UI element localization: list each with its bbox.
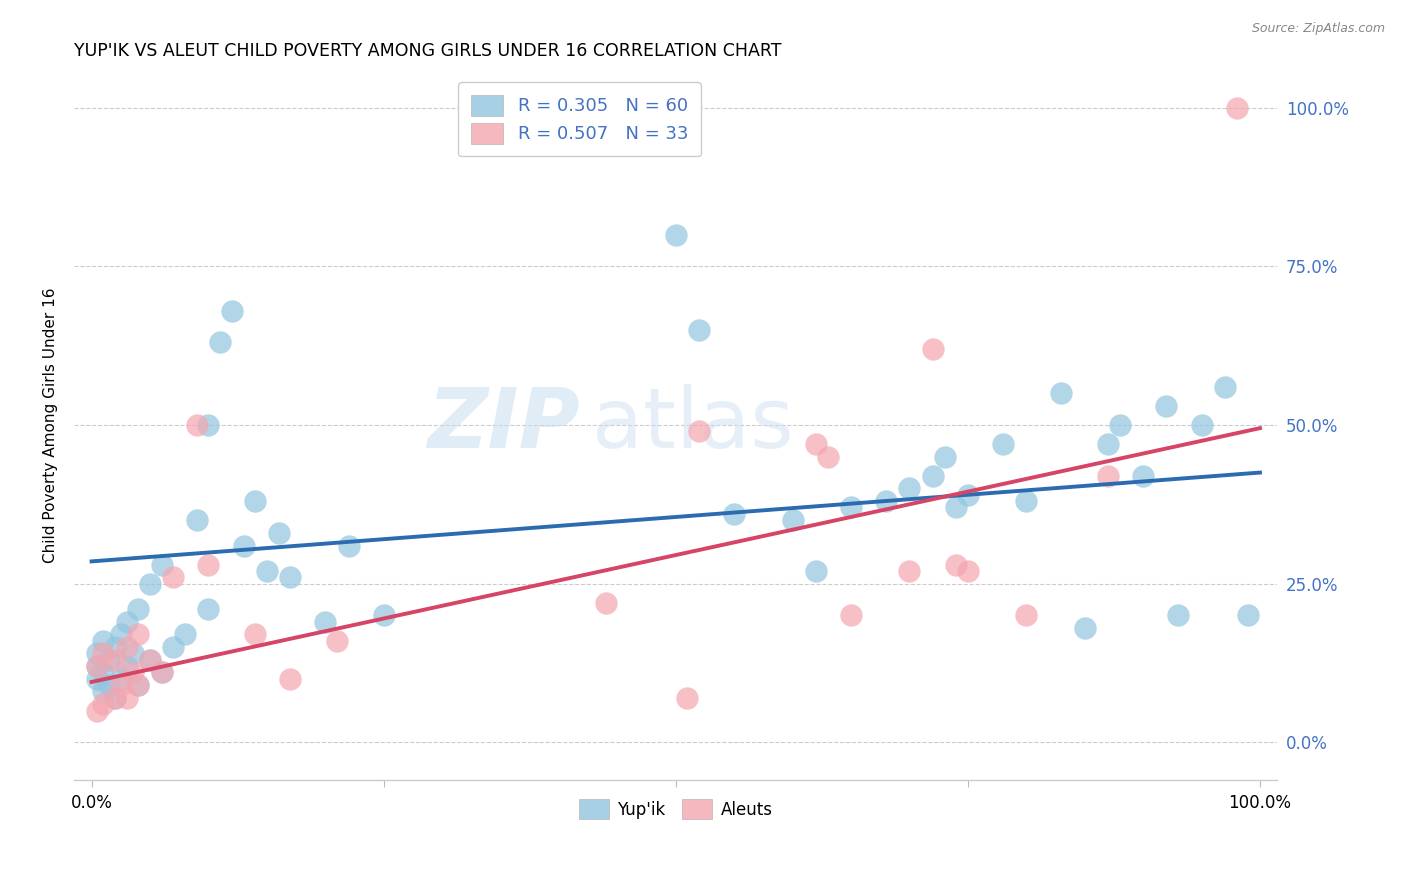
Point	[326, 633, 349, 648]
Point	[98, 653, 121, 667]
Text: YUP'IK VS ALEUT CHILD POVERTY AMONG GIRLS UNDER 16 CORRELATION CHART: YUP'IK VS ALEUT CHILD POVERTY AMONG GIRL…	[75, 42, 782, 60]
Point	[1097, 437, 1119, 451]
Point	[337, 539, 360, 553]
Point	[991, 437, 1014, 451]
Point	[91, 684, 114, 698]
Point	[110, 627, 132, 641]
Text: ZIP: ZIP	[427, 384, 579, 466]
Point	[956, 488, 979, 502]
Point	[197, 558, 219, 572]
Point	[1156, 399, 1178, 413]
Point	[127, 627, 149, 641]
Point	[115, 615, 138, 629]
Point	[110, 678, 132, 692]
Point	[1132, 468, 1154, 483]
Point	[921, 468, 943, 483]
Point	[1015, 608, 1038, 623]
Point	[150, 558, 173, 572]
Point	[804, 564, 827, 578]
Point	[1191, 417, 1213, 432]
Point	[373, 608, 395, 623]
Point	[232, 539, 254, 553]
Point	[688, 323, 710, 337]
Point	[817, 450, 839, 464]
Point	[104, 640, 127, 654]
Point	[1097, 468, 1119, 483]
Point	[921, 342, 943, 356]
Point	[782, 513, 804, 527]
Point	[139, 576, 162, 591]
Point	[688, 425, 710, 439]
Point	[98, 678, 121, 692]
Point	[243, 494, 266, 508]
Point	[127, 602, 149, 616]
Point	[839, 608, 862, 623]
Y-axis label: Child Poverty Among Girls Under 16: Child Poverty Among Girls Under 16	[44, 287, 58, 563]
Point	[115, 690, 138, 705]
Point	[104, 690, 127, 705]
Point	[945, 500, 967, 515]
Point	[267, 525, 290, 540]
Point	[314, 615, 336, 629]
Point	[1050, 386, 1073, 401]
Point	[1213, 380, 1236, 394]
Point	[197, 602, 219, 616]
Point	[723, 507, 745, 521]
Point	[898, 564, 921, 578]
Point	[91, 665, 114, 680]
Point	[197, 417, 219, 432]
Point	[209, 335, 232, 350]
Point	[86, 672, 108, 686]
Point	[86, 704, 108, 718]
Point	[256, 564, 278, 578]
Point	[595, 596, 617, 610]
Point	[86, 659, 108, 673]
Point	[127, 678, 149, 692]
Point	[676, 690, 699, 705]
Point	[1237, 608, 1260, 623]
Point	[186, 513, 208, 527]
Point	[934, 450, 956, 464]
Point	[139, 653, 162, 667]
Point	[839, 500, 862, 515]
Point	[898, 482, 921, 496]
Point	[115, 640, 138, 654]
Point	[121, 647, 143, 661]
Point	[1226, 101, 1249, 115]
Point	[243, 627, 266, 641]
Point	[1073, 621, 1095, 635]
Point	[278, 570, 301, 584]
Text: Source: ZipAtlas.com: Source: ZipAtlas.com	[1251, 22, 1385, 36]
Point	[139, 653, 162, 667]
Point	[1108, 417, 1130, 432]
Point	[150, 665, 173, 680]
Point	[665, 227, 688, 242]
Point	[150, 665, 173, 680]
Text: atlas: atlas	[592, 384, 793, 466]
Point	[221, 303, 243, 318]
Point	[1015, 494, 1038, 508]
Point	[110, 672, 132, 686]
Point	[186, 417, 208, 432]
Point	[162, 570, 184, 584]
Point	[104, 690, 127, 705]
Point	[86, 647, 108, 661]
Point	[162, 640, 184, 654]
Point	[945, 558, 967, 572]
Point	[91, 633, 114, 648]
Point	[1167, 608, 1189, 623]
Point	[174, 627, 197, 641]
Point	[104, 653, 127, 667]
Point	[86, 659, 108, 673]
Point	[278, 672, 301, 686]
Point	[91, 647, 114, 661]
Point	[956, 564, 979, 578]
Legend: Yup'ik, Aleuts: Yup'ik, Aleuts	[572, 793, 779, 825]
Point	[115, 659, 138, 673]
Point	[875, 494, 897, 508]
Point	[804, 437, 827, 451]
Point	[121, 665, 143, 680]
Point	[127, 678, 149, 692]
Point	[91, 697, 114, 711]
